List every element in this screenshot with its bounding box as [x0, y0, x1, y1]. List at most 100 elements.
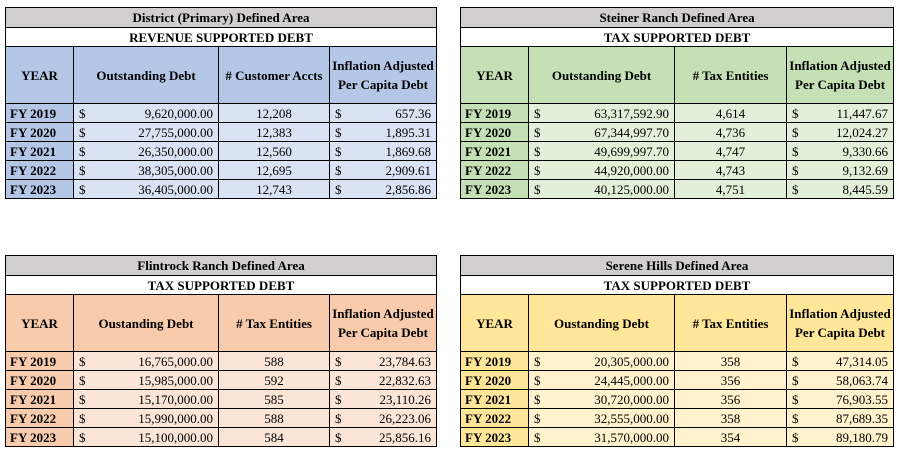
- per-capita-value: 9,330.66: [842, 143, 889, 159]
- district-primary-debt-table: District (Primary) Defined Area REVENUE …: [4, 7, 438, 199]
- table-row: FY 2021 $15,170,000.00 585 $23,110.26: [5, 389, 437, 409]
- count-cell: 585: [218, 389, 330, 409]
- table-row: FY 2022 $15,990,000.00 588 $26,223.06: [5, 408, 437, 428]
- debt-value: 38,305,000.00: [138, 162, 213, 178]
- count-cell: 592: [218, 370, 330, 390]
- column-header-year: YEAR: [5, 46, 74, 104]
- debt-cell: $49,699,997.70: [528, 141, 675, 161]
- debt-value: 49,699,997.70: [594, 143, 669, 159]
- per-capita-value: 23,110.26: [379, 391, 431, 407]
- table-row: FY 2019 $9,620,000.00 12,208 $657.36: [5, 103, 438, 123]
- per-capita-cell: $76,903.55: [786, 389, 894, 409]
- table-title: Flintrock Ranch Defined Area: [5, 255, 437, 276]
- debt-value: 27,755,000.00: [138, 124, 213, 140]
- per-capita-cell: $25,856.16: [329, 427, 437, 447]
- currency-symbol: $: [335, 391, 342, 407]
- currency-symbol: $: [79, 353, 86, 369]
- year-cell: FY 2019: [5, 103, 74, 123]
- year-cell: FY 2023: [5, 427, 74, 447]
- debt-value: 36,405,000.00: [138, 181, 213, 197]
- count-cell: 584: [218, 427, 330, 447]
- table-row: FY 2020 $15,985,000.00 592 $22,832.63: [5, 370, 437, 390]
- year-cell: FY 2020: [460, 122, 529, 142]
- column-header-year: YEAR: [460, 294, 529, 352]
- column-header-debt: Outstanding Debt: [73, 46, 219, 104]
- currency-symbol: $: [335, 143, 342, 159]
- count-cell: 358: [674, 351, 787, 371]
- year-cell: FY 2022: [5, 160, 74, 180]
- table-row: FY 2019 $16,765,000.00 588 $23,784.63: [5, 351, 437, 371]
- steiner-ranch-debt-table: Steiner Ranch Defined Area TAX SUPPORTED…: [459, 7, 895, 199]
- year-cell: FY 2020: [5, 122, 74, 142]
- debt-cell: $9,620,000.00: [73, 103, 219, 123]
- count-cell: 4,736: [674, 122, 787, 142]
- debt-value: 26,350,000.00: [138, 143, 213, 159]
- currency-symbol: $: [335, 124, 342, 140]
- debt-value: 31,570,000.00: [594, 429, 669, 445]
- debt-value: 30,720,000.00: [594, 391, 669, 407]
- currency-symbol: $: [792, 429, 799, 445]
- table-row: FY 2023 $40,125,000.00 4,751 $8,445.59: [460, 179, 895, 199]
- debt-cell: $27,755,000.00: [73, 122, 219, 142]
- debt-cell: $36,405,000.00: [73, 179, 219, 199]
- currency-symbol: $: [335, 105, 342, 121]
- table-row: FY 2019 $63,317,592.90 4,614 $11,447.67: [460, 103, 895, 123]
- debt-value: 15,985,000.00: [138, 372, 213, 388]
- column-header-count: # Tax Entities: [218, 294, 330, 352]
- table-title: Serene Hills Defined Area: [460, 255, 894, 276]
- year-cell: FY 2020: [460, 370, 529, 390]
- table-title: Steiner Ranch Defined Area: [459, 7, 895, 28]
- currency-symbol: $: [534, 162, 541, 178]
- currency-symbol: $: [79, 372, 86, 388]
- table-row: FY 2020 $67,344,997.70 4,736 $12,024.27: [460, 122, 895, 142]
- debt-value: 32,555,000.00: [594, 410, 669, 426]
- per-capita-cell: $2,909.61: [328, 160, 438, 180]
- per-capita-value: 8,445.59: [842, 181, 889, 197]
- per-capita-value: 25,856.16: [379, 429, 431, 445]
- column-header-year: YEAR: [460, 46, 529, 104]
- currency-symbol: $: [792, 181, 799, 197]
- per-capita-cell: $26,223.06: [329, 408, 437, 428]
- table-subtitle: REVENUE SUPPORTED DEBT: [4, 27, 438, 47]
- count-cell: 356: [674, 389, 787, 409]
- currency-symbol: $: [534, 429, 541, 445]
- per-capita-cell: $22,832.63: [329, 370, 437, 390]
- column-header-count: # Customer Accts: [218, 46, 330, 104]
- debt-cell: $15,170,000.00: [73, 389, 219, 409]
- currency-symbol: $: [792, 143, 799, 159]
- currency-symbol: $: [335, 410, 342, 426]
- per-capita-value: 2,856.86: [385, 181, 432, 197]
- year-cell: FY 2019: [460, 103, 529, 123]
- count-cell: 354: [674, 427, 787, 447]
- currency-symbol: $: [792, 391, 799, 407]
- table-row: FY 2022 $38,305,000.00 12,695 $2,909.61: [5, 160, 438, 180]
- per-capita-value: 76,903.55: [836, 391, 888, 407]
- table-row: FY 2022 $44,920,000.00 4,743 $9,132.69: [460, 160, 895, 180]
- table-row: FY 2021 $26,350,000.00 12,560 $1,869.68: [5, 141, 438, 161]
- debt-cell: $24,445,000.00: [528, 370, 675, 390]
- per-capita-cell: $9,132.69: [785, 160, 895, 180]
- year-cell: FY 2021: [460, 389, 529, 409]
- debt-value: 15,990,000.00: [138, 410, 213, 426]
- table-row: FY 2021 $30,720,000.00 356 $76,903.55: [460, 389, 894, 409]
- count-cell: 4,751: [674, 179, 787, 199]
- per-capita-value: 47,314.05: [836, 353, 888, 369]
- currency-symbol: $: [79, 181, 86, 197]
- debt-cell: $15,100,000.00: [73, 427, 219, 447]
- per-capita-cell: $1,895.31: [328, 122, 438, 142]
- per-capita-value: 2,909.61: [385, 162, 432, 178]
- debt-value: 20,305,000.00: [594, 353, 669, 369]
- column-header-debt: Oustanding Debt: [73, 294, 219, 352]
- currency-symbol: $: [79, 143, 86, 159]
- column-header-per-capita: Inflation Adjusted Per Capita Debt: [785, 46, 895, 104]
- year-cell: FY 2022: [460, 160, 529, 180]
- per-capita-value: 12,024.27: [836, 124, 889, 140]
- currency-symbol: $: [534, 372, 541, 388]
- currency-symbol: $: [534, 124, 541, 140]
- year-cell: FY 2023: [5, 179, 74, 199]
- currency-symbol: $: [534, 410, 541, 426]
- debt-value: 44,920,000.00: [594, 162, 669, 178]
- year-cell: FY 2023: [460, 427, 529, 447]
- debt-cell: $32,555,000.00: [528, 408, 675, 428]
- debt-cell: $63,317,592.90: [528, 103, 675, 123]
